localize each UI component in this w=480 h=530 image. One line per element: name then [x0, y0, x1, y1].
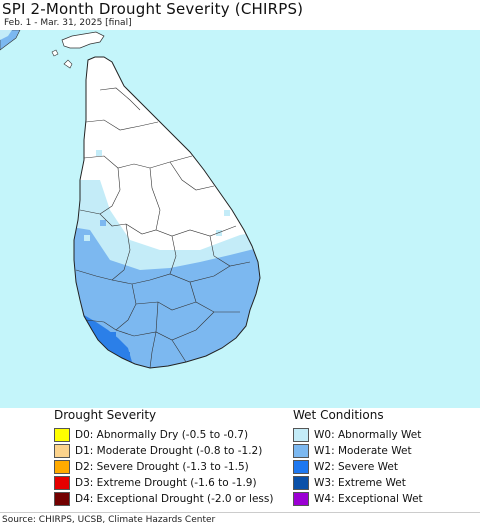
district-boundaries — [75, 87, 251, 369]
legend-label-w0: W0: Abnormally Wet — [314, 429, 422, 441]
swatch-d4 — [54, 492, 70, 506]
legend-drought: Drought Severity D0: Abnormally Dry (-0.… — [54, 408, 284, 507]
legend-item-w3: W3: Extreme Wet — [293, 475, 478, 491]
w2-region — [84, 315, 132, 366]
legend-item-d4: D4: Exceptional Drought (-2.0 or less) — [54, 491, 284, 507]
legend-label-w1: W1: Moderate Wet — [314, 445, 412, 457]
map-title: SPI 2-Month Drought Severity (CHIRPS) — [2, 0, 304, 18]
legend-label-w3: W3: Extreme Wet — [314, 477, 406, 489]
map-subtitle: Feb. 1 - Mar. 31, 2025 [final] — [4, 18, 132, 28]
legend-wet: Wet Conditions W0: Abnormally Wet W1: Mo… — [293, 408, 478, 507]
legend-item-d1: D1: Moderate Drought (-0.8 to -1.2) — [54, 443, 284, 459]
legend-item-d0: D0: Abnormally Dry (-0.5 to -0.7) — [54, 427, 284, 443]
legend-item-w0: W0: Abnormally Wet — [293, 427, 478, 443]
swatch-w4 — [293, 492, 309, 506]
legend-item-w2: W2: Severe Wet — [293, 459, 478, 475]
drought-map — [0, 30, 480, 408]
swatch-d2 — [54, 460, 70, 474]
swatch-w0 — [293, 428, 309, 442]
india-coast-inner — [0, 30, 12, 40]
legend-item-w4: W4: Exceptional Wet — [293, 491, 478, 507]
swatch-d3 — [54, 476, 70, 490]
legend-label-d2: D2: Severe Drought (-1.3 to -1.5) — [75, 461, 249, 473]
swatch-d0 — [54, 428, 70, 442]
legend-item-d2: D2: Severe Drought (-1.3 to -1.5) — [54, 459, 284, 475]
legend-label-w2: W2: Severe Wet — [314, 461, 398, 473]
legend-label-d3: D3: Extreme Drought (-1.6 to -1.9) — [75, 477, 257, 489]
legend-label-d0: D0: Abnormally Dry (-0.5 to -0.7) — [75, 429, 249, 441]
swatch-w2 — [293, 460, 309, 474]
legend-item-d3: D3: Extreme Drought (-1.6 to -1.9) — [54, 475, 284, 491]
legend-label-d1: D1: Moderate Drought (-0.8 to -1.2) — [75, 445, 263, 457]
swatch-w3 — [293, 476, 309, 490]
islet-2 — [51, 49, 59, 57]
legend-label-d4: D4: Exceptional Drought (-2.0 or less) — [75, 493, 274, 505]
legend-item-w1: W1: Moderate Wet — [293, 443, 478, 459]
source-credit: Source: CHIRPS, UCSB, Climate Hazards Ce… — [2, 515, 216, 525]
footer-divider — [0, 512, 480, 513]
legend-wet-heading: Wet Conditions — [293, 408, 384, 422]
islet-1 — [63, 59, 73, 69]
swatch-d1 — [54, 444, 70, 458]
w1-region — [74, 225, 260, 368]
ocean — [0, 30, 480, 408]
legend-label-w4: W4: Exceptional Wet — [314, 493, 423, 505]
jaffna-peninsula — [61, 31, 105, 49]
swatch-w1 — [293, 444, 309, 458]
legend-drought-heading: Drought Severity — [54, 408, 157, 422]
